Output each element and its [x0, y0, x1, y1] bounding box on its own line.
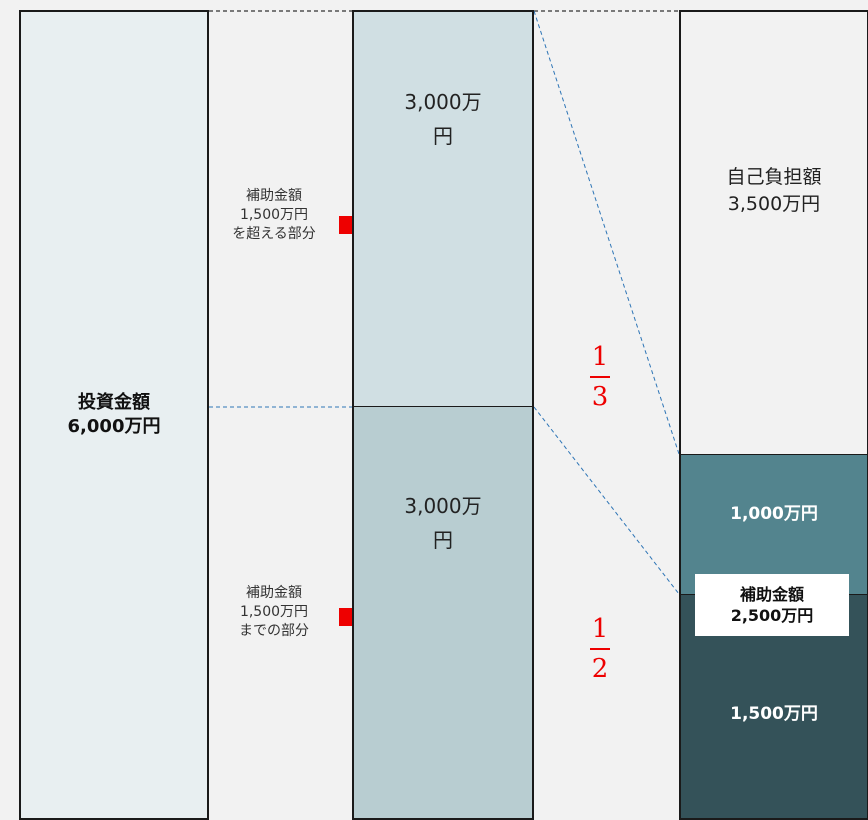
- fraction-denominator: 3: [591, 382, 609, 412]
- lower-portion-amount: 3,000万 円: [404, 493, 482, 552]
- fraction-denominator: 2: [591, 654, 609, 684]
- investment-column: 投資金額 6,000万円: [19, 10, 209, 820]
- subsidy-total-callout: 補助金額 2,500万円: [695, 574, 849, 636]
- lower-projection-line: [533, 406, 680, 595]
- fraction-numerator: 1: [591, 614, 609, 644]
- subsidy-total-amount: 2,500万円: [730, 606, 814, 625]
- subsidy-lower-amount: 1,500万円: [730, 704, 818, 724]
- self-burden-label: 自己負担額 3,500万円: [726, 165, 822, 215]
- lower-portion-note: 補助金額 1,500万円 までの部分: [239, 585, 309, 639]
- one-third-fraction: 1 3: [580, 342, 620, 412]
- self-burden-box: 自己負担額 3,500万円: [679, 10, 868, 456]
- upper-portion-amount: 3,000万 円: [404, 89, 482, 148]
- investment-title: 投資金額: [78, 392, 150, 413]
- one-half-fraction: 1 2: [580, 614, 620, 684]
- upper-portion-box: 3,000万 円: [352, 10, 534, 408]
- fraction-bar: [590, 648, 610, 650]
- fraction-numerator: 1: [591, 342, 609, 372]
- fraction-bar: [590, 376, 610, 378]
- lower-portion-box: 3,000万 円: [352, 406, 534, 820]
- upper-projection-line: [533, 10, 680, 455]
- subsidy-total-title: 補助金額: [739, 585, 804, 604]
- investment-amount: 6,000万円: [67, 416, 161, 437]
- subsidy-upper-amount: 1,000万円: [730, 504, 818, 524]
- upper-portion-note: 補助金額 1,500万円 を超える部分: [232, 188, 316, 242]
